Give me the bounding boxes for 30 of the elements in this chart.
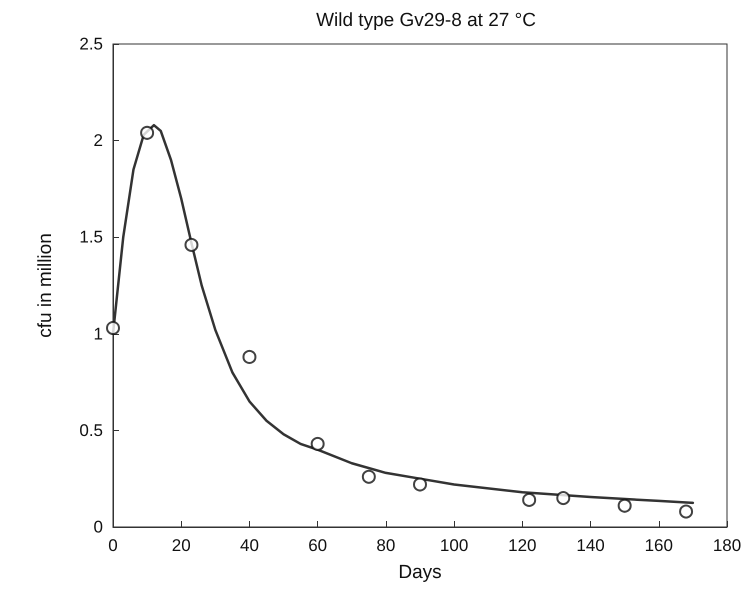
point	[362, 470, 376, 484]
x-tick-label: 60	[308, 536, 328, 555]
point	[522, 492, 536, 507]
x-tick-label: 80	[376, 536, 396, 555]
x-tick-label: 0	[108, 536, 118, 555]
y-axis-title: cfu in million	[35, 233, 56, 338]
point	[106, 321, 120, 335]
x-tick-label: 180	[712, 536, 742, 555]
y-tick-label: 0.5	[79, 420, 103, 440]
point	[413, 478, 427, 492]
point	[184, 238, 198, 252]
x-tick-label: 120	[508, 536, 537, 555]
y-tick-label: 2	[94, 131, 103, 150]
x-axis-title: Days	[398, 562, 442, 583]
point	[618, 498, 632, 513]
x-tick-label: 100	[440, 536, 468, 555]
point	[556, 491, 570, 506]
point	[310, 436, 325, 451]
y-tick-label: 0	[94, 518, 103, 536]
y-tick-label: 2.5	[79, 34, 103, 54]
x-tick-label: 140	[576, 536, 605, 555]
point	[140, 126, 154, 140]
point	[679, 504, 694, 519]
y-tick-label: 1	[94, 324, 103, 344]
x-tick-label: 160	[644, 536, 673, 555]
x-tick-label: 20	[172, 536, 191, 555]
x-tick-label: 40	[240, 536, 259, 555]
chart-title: Wild type Gv29-8 at 27 °C	[316, 10, 536, 31]
y-tick-label: 1.5	[79, 228, 103, 247]
point	[242, 350, 256, 364]
